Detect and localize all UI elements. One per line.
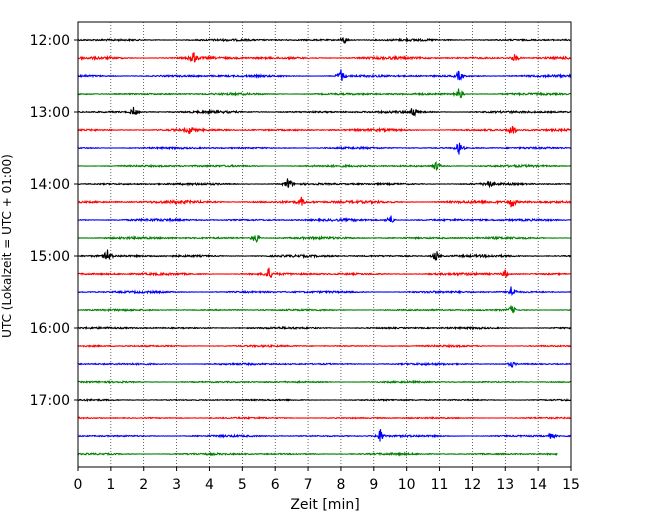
trace-1715 bbox=[77, 415, 572, 421]
trace-1730 bbox=[77, 429, 572, 442]
x-tick-label-5: 5 bbox=[238, 477, 247, 493]
trace-1430 bbox=[77, 215, 572, 223]
trace-1445 bbox=[77, 234, 572, 243]
trace-1300 bbox=[77, 106, 572, 117]
y-axis-title: UTC (Lokalzeit = UTC + 01:00) bbox=[0, 154, 14, 338]
x-tick-label-6: 6 bbox=[271, 477, 280, 493]
trace-1615 bbox=[77, 343, 572, 349]
x-tick-label-4: 4 bbox=[205, 477, 214, 493]
x-tick-label-1: 1 bbox=[106, 477, 115, 493]
trace-1745 bbox=[77, 451, 558, 457]
x-axis-title: Zeit [min] bbox=[290, 497, 359, 513]
x-tick-label-12: 12 bbox=[463, 477, 481, 493]
trace-1245 bbox=[77, 88, 572, 99]
trace-1700 bbox=[77, 397, 572, 403]
trace-1200 bbox=[77, 36, 572, 44]
trace-1630 bbox=[77, 361, 572, 368]
trace-1645 bbox=[77, 379, 572, 385]
x-axis: 0 1 2 3 4 5 6 7 8 9 10 11 12 13 14 15 bbox=[74, 467, 580, 493]
x-tick-label-2: 2 bbox=[139, 477, 148, 493]
trace-1500 bbox=[77, 249, 572, 261]
trace-1545 bbox=[77, 305, 572, 314]
trace-1345 bbox=[77, 161, 572, 171]
y-tick-label-4: 16:00 bbox=[30, 321, 70, 337]
y-tick-label-2: 14:00 bbox=[30, 177, 70, 193]
y-axis: 12:00 13:00 14:00 15:00 16:00 17:00 bbox=[30, 33, 78, 409]
y-tick-label-3: 15:00 bbox=[30, 249, 70, 265]
trace-1315 bbox=[77, 125, 572, 135]
trace-1215 bbox=[77, 52, 572, 63]
y-tick-label-5: 17:00 bbox=[30, 393, 70, 409]
x-tick-label-11: 11 bbox=[431, 477, 449, 493]
x-tick-label-3: 3 bbox=[172, 477, 181, 493]
trace-1230 bbox=[77, 69, 572, 81]
x-tick-label-9: 9 bbox=[369, 477, 378, 493]
trace-1400 bbox=[77, 178, 572, 189]
trace-1600 bbox=[77, 325, 572, 331]
trace-1515 bbox=[77, 267, 572, 279]
x-tick-label-8: 8 bbox=[336, 477, 345, 493]
x-tick-label-14: 14 bbox=[529, 477, 547, 493]
x-tick-label-7: 7 bbox=[304, 477, 313, 493]
plot-frame bbox=[77, 21, 572, 468]
trace-1530 bbox=[77, 286, 572, 297]
x-tick-label-13: 13 bbox=[496, 477, 514, 493]
x-tick-label-10: 10 bbox=[398, 477, 416, 493]
traces bbox=[77, 36, 572, 457]
y-tick-label-0: 12:00 bbox=[30, 33, 70, 49]
x-tick-label-0: 0 bbox=[74, 477, 83, 493]
y-tick-label-1: 13:00 bbox=[30, 105, 70, 121]
trace-1330 bbox=[77, 142, 572, 155]
x-tick-label-15: 15 bbox=[562, 477, 580, 493]
trace-1415 bbox=[77, 196, 572, 208]
